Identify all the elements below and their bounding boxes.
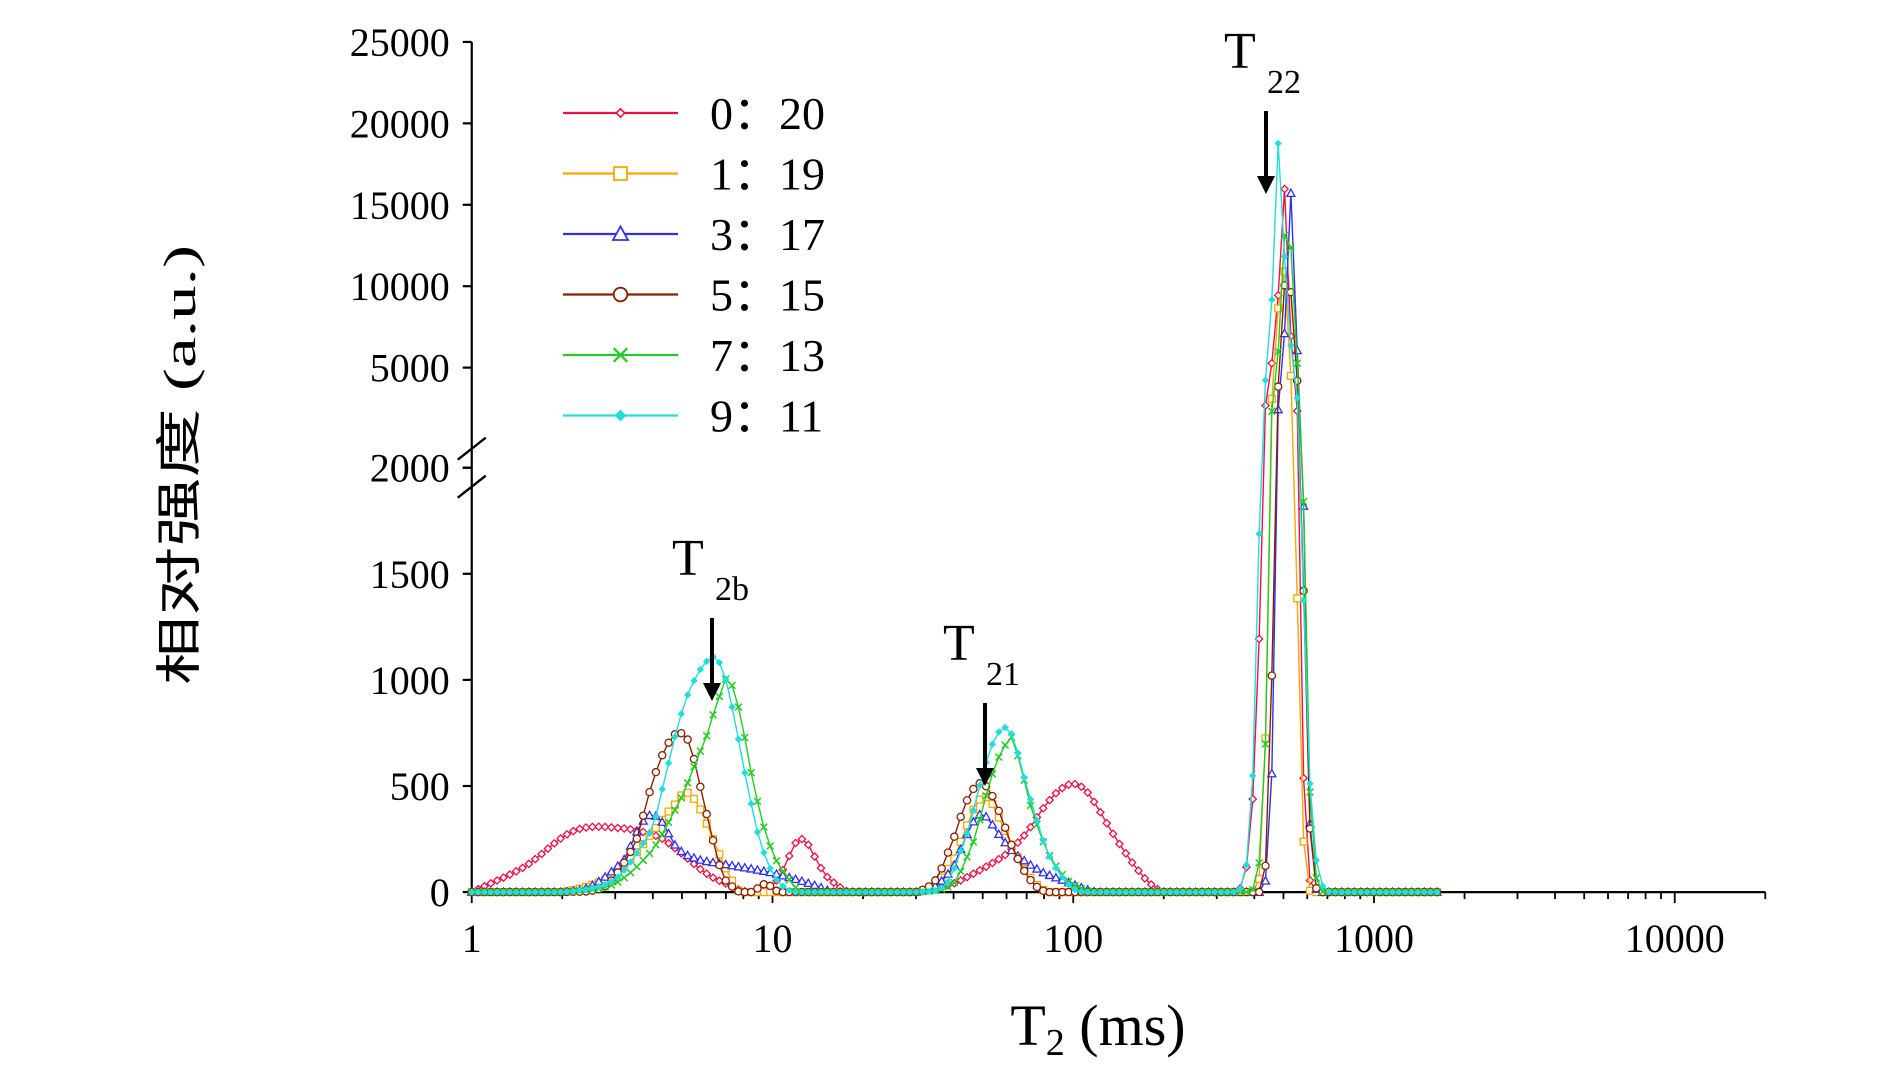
svg-text:T2 (ms): T2 (ms): [1010, 993, 1185, 1064]
svg-text:相对强度 (a.u.): 相对强度 (a.u.): [154, 245, 205, 685]
svg-text:1000: 1000: [1334, 916, 1414, 961]
svg-text:3：17: 3：17: [710, 209, 825, 260]
svg-text:1500: 1500: [370, 552, 450, 597]
svg-text:10: 10: [752, 916, 792, 961]
svg-text:1000: 1000: [370, 658, 450, 703]
svg-text:20000: 20000: [350, 101, 450, 146]
svg-text:0: 0: [430, 870, 450, 915]
svg-text:5000: 5000: [370, 346, 450, 391]
svg-text:1：19: 1：19: [710, 149, 825, 200]
svg-text:10000: 10000: [1625, 916, 1725, 961]
svg-text:T: T: [672, 530, 704, 587]
svg-text:15000: 15000: [350, 183, 450, 228]
svg-text:9：11: 9：11: [710, 391, 823, 442]
svg-text:100: 100: [1043, 916, 1103, 961]
svg-text:T: T: [1224, 23, 1256, 80]
svg-text:0：20: 0：20: [710, 88, 825, 139]
svg-text:500: 500: [390, 764, 450, 809]
svg-text:5：15: 5：15: [710, 270, 825, 321]
svg-text:21: 21: [986, 656, 1020, 693]
svg-text:7：13: 7：13: [710, 330, 825, 381]
svg-text:22: 22: [1267, 64, 1301, 101]
svg-text:1: 1: [462, 916, 482, 961]
svg-text:T: T: [943, 615, 975, 672]
svg-text:2000: 2000: [370, 446, 450, 491]
svg-text:25000: 25000: [350, 20, 450, 65]
svg-text:2b: 2b: [715, 571, 749, 608]
svg-text:10000: 10000: [350, 264, 450, 309]
